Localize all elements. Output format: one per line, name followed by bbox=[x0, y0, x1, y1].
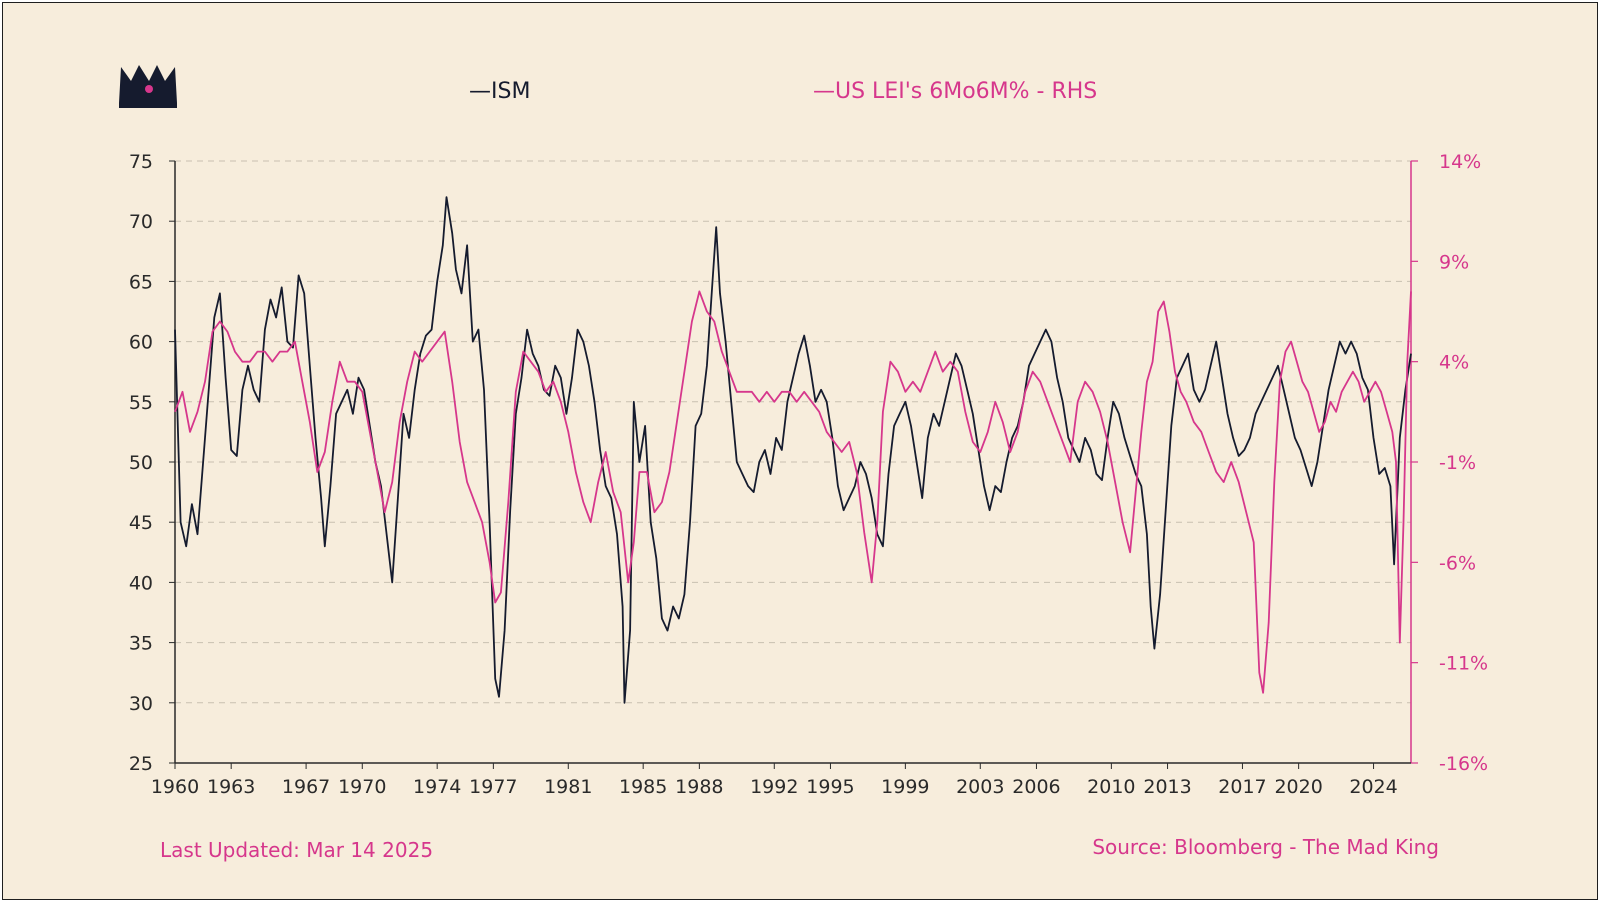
y-left-tick-label: 40 bbox=[129, 572, 153, 594]
y-left-tick-label: 70 bbox=[129, 211, 153, 233]
x-tick-label: 1960 bbox=[151, 776, 199, 798]
x-tick-label: 1967 bbox=[282, 776, 330, 798]
y-left-tick-label: 75 bbox=[129, 151, 153, 173]
x-tick-label: 2003 bbox=[956, 776, 1004, 798]
y-left-tick-label: 30 bbox=[129, 693, 153, 715]
x-tick-label: 1995 bbox=[806, 776, 854, 798]
y-left-tick-label: 65 bbox=[129, 271, 153, 293]
grid bbox=[175, 160, 1411, 704]
y-right-tick-label: -11% bbox=[1439, 653, 1488, 675]
y-left-tick-label: 35 bbox=[129, 633, 153, 655]
y-left-tick-label: 60 bbox=[129, 332, 153, 354]
y-left-tick-label: 55 bbox=[129, 392, 153, 414]
crown-icon bbox=[119, 65, 177, 108]
y-left-tick-label: 50 bbox=[129, 452, 153, 474]
y-right-tick-label: -1% bbox=[1439, 452, 1476, 474]
x-tick-label: 2020 bbox=[1274, 776, 1322, 798]
x-tick-label: 1988 bbox=[675, 776, 723, 798]
x-tick-label: 2024 bbox=[1349, 776, 1397, 798]
legend-lei: —US LEI's 6Mo6M% - RHS bbox=[813, 79, 1097, 104]
x-tick-label: 2013 bbox=[1143, 776, 1191, 798]
y-right-tick-label: 14% bbox=[1439, 151, 1481, 173]
source-note: Source: Bloomberg - The Mad King bbox=[1092, 835, 1439, 859]
ism-series-line bbox=[174, 196, 1412, 704]
y-right-tick-label: -6% bbox=[1439, 552, 1476, 574]
x-tick-label: 2006 bbox=[1012, 776, 1060, 798]
x-tick-label: 1992 bbox=[750, 776, 798, 798]
y-left-tick-label: 45 bbox=[129, 512, 153, 534]
x-tick-label: 1977 bbox=[469, 776, 517, 798]
x-tick-label: 1963 bbox=[207, 776, 255, 798]
chart-svg: —ISM —US LEI's 6Mo6M% - RHS 75 70 65 60 55 50… bbox=[119, 65, 1488, 862]
lei-series-line bbox=[174, 290, 1412, 694]
y-right-tick-label: -16% bbox=[1439, 753, 1488, 775]
x-tick-label: 1999 bbox=[881, 776, 929, 798]
last-updated: Last Updated: Mar 14 2025 bbox=[160, 838, 433, 862]
legend-ism: —ISM bbox=[469, 79, 530, 104]
y-right-tick-label: 9% bbox=[1439, 251, 1469, 273]
x-tick-label: 2010 bbox=[1087, 776, 1135, 798]
x-tick-label: 2017 bbox=[1218, 776, 1266, 798]
x-tick-label: 1974 bbox=[413, 776, 461, 798]
axes: 75 70 65 60 55 50 45 40 35 30 25 14% 9% 4% -1% -6% -11% -… bbox=[129, 151, 1488, 798]
x-tick-label: 1970 bbox=[338, 776, 386, 798]
x-tick-label: 1981 bbox=[544, 776, 592, 798]
y-right-tick-label: 4% bbox=[1439, 352, 1469, 374]
x-tick-label: 1985 bbox=[619, 776, 667, 798]
series-lines bbox=[174, 196, 1412, 704]
y-left-tick-label: 25 bbox=[129, 753, 153, 775]
